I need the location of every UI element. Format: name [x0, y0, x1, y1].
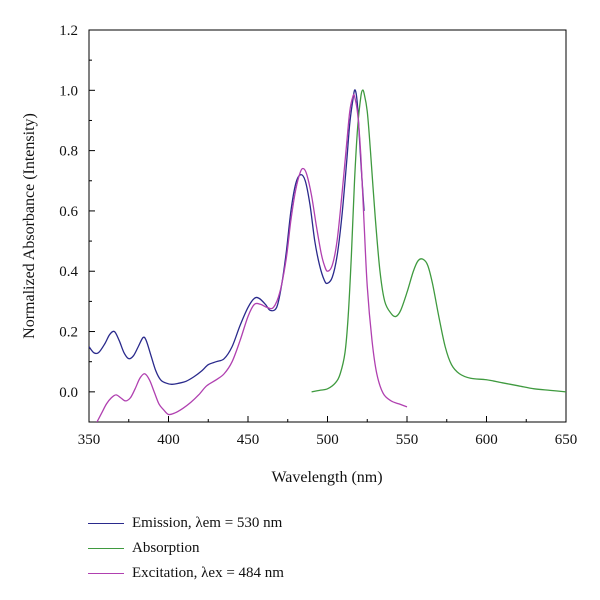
x-tick-label: 350	[78, 432, 101, 448]
y-tick-label: 1.0	[59, 83, 78, 99]
y-tick-label: 0.2	[59, 325, 78, 341]
legend-item-excitation: Excitation, λex = 484 nm	[88, 561, 284, 586]
emission-line	[89, 89, 365, 385]
chart: 350 400 450 500 550 600 650 0.0 0.2 0.4 0.6 0.8 1.0…	[21, 23, 578, 486]
legend-swatch-absorption	[88, 548, 124, 549]
legend-swatch-excitation	[88, 573, 124, 574]
y-tick-label: 0.4	[59, 264, 78, 280]
x-axis-ticks: 350 400 450 500 550 600 650	[78, 416, 578, 448]
x-tick-label: 550	[396, 432, 419, 448]
absorption-line	[311, 89, 566, 393]
y-tick-label: 0.8	[59, 144, 78, 160]
legend: Emission, λem = 530 nm Absorption Excita…	[88, 511, 284, 586]
x-tick-label: 500	[316, 432, 339, 448]
legend-item-absorption: Absorption	[88, 536, 284, 561]
x-axis-title: Wavelength (nm)	[271, 469, 382, 486]
legend-swatch-emission	[88, 523, 124, 524]
x-tick-label: 650	[555, 432, 578, 448]
x-tick-label: 400	[157, 432, 180, 448]
x-tick-label: 450	[237, 432, 260, 448]
y-tick-label: 0.0	[59, 385, 78, 401]
legend-label-excitation: Excitation, λex = 484 nm	[132, 565, 284, 581]
y-axis-ticks: 0.0 0.2 0.4 0.6 0.8 1.0 1.2	[59, 23, 95, 423]
y-axis-title: Normalized Absorbance (Intensity)	[21, 113, 38, 339]
legend-item-emission: Emission, λem = 530 nm	[88, 511, 284, 536]
y-tick-label: 0.6	[59, 204, 78, 220]
y-tick-label: 1.2	[59, 23, 78, 39]
plot-frame	[88, 29, 567, 423]
legend-label-absorption: Absorption	[132, 540, 200, 556]
legend-label-emission: Emission, λem = 530 nm	[132, 515, 283, 531]
excitation-line	[96, 93, 408, 422]
series-lines	[89, 89, 566, 422]
x-tick-label: 600	[475, 432, 498, 448]
